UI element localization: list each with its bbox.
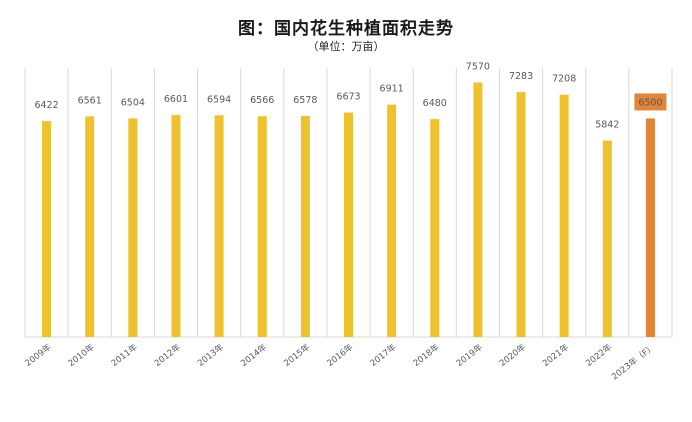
data-label: 6673 (336, 92, 360, 103)
x-tick-label: 2015年 (282, 341, 313, 369)
bar (516, 92, 526, 337)
data-label: 6500 (638, 97, 662, 108)
bar (430, 119, 440, 337)
x-tick-label: 2021年 (540, 341, 571, 369)
data-label: 6601 (164, 94, 188, 105)
chart-subtitle: （单位：万亩） (308, 39, 385, 53)
x-axis-tick-labels: 2009年 2010年 2011年 2012年 2013年 2014年 2015年 2016年… (23, 341, 657, 382)
data-label-highlight-box (634, 93, 667, 111)
data-label: 5842 (595, 120, 619, 131)
x-tick-label: 2022年 (584, 341, 615, 369)
data-label: 7208 (552, 74, 576, 85)
bar (85, 116, 95, 337)
bar (300, 115, 310, 337)
data-label: 7283 (509, 71, 533, 82)
bar (473, 82, 483, 338)
bar-series (42, 82, 655, 338)
x-tick-label: 2012年 (152, 341, 183, 369)
x-tick-label: 2017年 (368, 341, 399, 369)
chart-title: 图：国内花生种植面积走势 (238, 18, 454, 39)
x-tick-label: 2023年（F） (610, 342, 658, 383)
x-tick-label: 2016年 (325, 341, 356, 369)
data-label: 6578 (293, 95, 317, 106)
data-labels: 6422 6561 6504 6601 6594 6566 6578 6673 6911 6480… (34, 61, 667, 131)
x-tick-label: 2018年 (411, 341, 442, 369)
x-tick-label: 2011年 (109, 341, 140, 369)
bar (214, 115, 224, 337)
x-tick-label: 2019年 (454, 341, 485, 369)
data-label: 6566 (250, 95, 274, 106)
x-tick-label: 2020年 (497, 341, 528, 369)
data-label: 6594 (207, 94, 231, 105)
bar (344, 112, 353, 337)
x-tick-label: 2009年 (23, 341, 54, 369)
data-label: 6504 (121, 97, 145, 108)
data-label: 6480 (423, 98, 447, 109)
x-tick-label: 2013年 (195, 341, 226, 369)
bar (171, 115, 181, 337)
data-label: 6422 (34, 100, 58, 111)
bar (602, 140, 612, 337)
data-label: 6911 (380, 84, 404, 95)
x-tick-label: 2014年 (239, 341, 270, 369)
bar (257, 116, 267, 337)
bar (42, 121, 52, 338)
bar (128, 118, 138, 337)
data-label: 6561 (78, 95, 102, 106)
bar (559, 94, 569, 337)
bar (645, 118, 655, 337)
bar (387, 104, 397, 338)
x-tick-label: 2010年 (66, 341, 97, 369)
data-label: 7570 (466, 61, 490, 72)
